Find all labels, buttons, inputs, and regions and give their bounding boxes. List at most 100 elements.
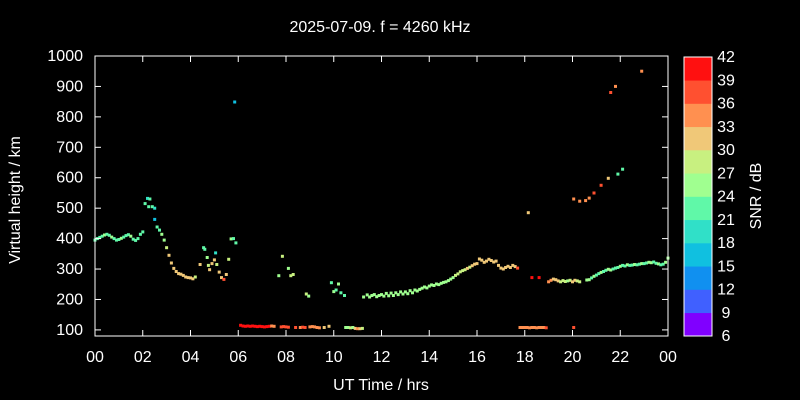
y-tick-label: 900 xyxy=(56,78,83,95)
data-point xyxy=(575,279,579,283)
data-point xyxy=(153,206,157,210)
data-point xyxy=(487,257,491,261)
colorbar-swatch xyxy=(684,80,712,104)
x-tick-label: 04 xyxy=(182,349,200,366)
data-point xyxy=(167,253,171,257)
data-point xyxy=(637,262,641,266)
data-point xyxy=(112,237,116,241)
data-point xyxy=(425,286,429,290)
data-point xyxy=(430,283,434,287)
data-point xyxy=(315,326,319,329)
data-point xyxy=(473,262,477,266)
data-point xyxy=(382,294,386,298)
data-point xyxy=(241,324,245,328)
data-point xyxy=(229,237,233,241)
data-point xyxy=(463,268,467,272)
data-point xyxy=(616,172,620,176)
data-point xyxy=(143,202,147,206)
data-point xyxy=(368,295,372,299)
colorbar-tick-label: 24 xyxy=(717,189,735,206)
colorbar-tick-label: 6 xyxy=(722,328,731,345)
data-point xyxy=(587,196,591,200)
colorbar-swatch xyxy=(684,196,712,221)
data-point xyxy=(267,324,271,328)
x-tick-label: 00 xyxy=(659,349,677,366)
data-point xyxy=(253,324,257,328)
data-point xyxy=(399,290,403,294)
data-point xyxy=(614,266,617,270)
data-point xyxy=(146,196,149,200)
data-point xyxy=(301,325,305,329)
data-point xyxy=(349,326,352,330)
data-point xyxy=(458,270,462,274)
data-point xyxy=(343,294,346,297)
y-tick-label: 600 xyxy=(56,170,83,187)
data-point xyxy=(353,326,357,330)
data-point xyxy=(191,277,195,281)
data-point xyxy=(307,294,311,298)
data-point xyxy=(523,326,527,329)
data-point xyxy=(277,274,281,278)
data-point xyxy=(212,258,216,262)
data-point xyxy=(606,176,610,180)
data-point xyxy=(380,293,383,297)
data-point xyxy=(563,280,567,283)
colorbar-swatch xyxy=(684,312,712,337)
colorbar-tick-label: 15 xyxy=(717,258,735,275)
data-point xyxy=(322,326,326,329)
colorbar-swatch xyxy=(684,126,712,151)
y-tick-label: 200 xyxy=(56,291,83,308)
data-point xyxy=(150,205,154,209)
data-point xyxy=(497,263,500,267)
colorbar-tick-label: 18 xyxy=(717,235,735,252)
data-point xyxy=(232,237,235,241)
data-point xyxy=(162,238,166,242)
data-point xyxy=(513,265,517,269)
data-point xyxy=(327,324,331,328)
data-point xyxy=(224,273,228,276)
data-point xyxy=(621,167,625,171)
data-point xyxy=(298,326,302,329)
x-tick-label: 16 xyxy=(468,349,486,366)
data-point xyxy=(561,279,565,283)
colorbar-label: SNR / dB xyxy=(748,163,765,230)
data-point xyxy=(559,280,563,284)
data-point xyxy=(186,276,190,280)
data-point xyxy=(217,270,221,274)
data-point xyxy=(446,279,450,283)
data-point xyxy=(351,326,355,329)
data-point xyxy=(141,230,145,234)
data-point xyxy=(633,263,637,266)
data-point xyxy=(107,233,111,237)
y-tick-label: 300 xyxy=(56,261,83,278)
x-tick-label: 08 xyxy=(277,349,295,366)
data-point xyxy=(530,326,534,329)
y-tick-label: 400 xyxy=(56,231,83,248)
x-tick-label: 14 xyxy=(420,349,438,366)
data-point xyxy=(227,257,231,261)
y-tick-label: 800 xyxy=(56,109,83,126)
data-point xyxy=(621,263,625,267)
data-point xyxy=(599,270,603,274)
data-point xyxy=(280,254,284,258)
data-point xyxy=(568,278,572,282)
data-point xyxy=(468,265,472,269)
colorbar-tick-label: 36 xyxy=(717,96,735,113)
data-point xyxy=(169,261,173,265)
data-point xyxy=(661,262,665,266)
data-point xyxy=(456,272,460,276)
x-tick-label: 10 xyxy=(325,349,343,366)
data-point xyxy=(160,232,164,236)
data-point xyxy=(389,291,393,295)
data-point xyxy=(215,263,219,266)
data-point xyxy=(131,237,135,241)
data-point xyxy=(427,284,431,288)
y-axis-ticks: 100 200 300 400 500 600 700 800 900 1000 xyxy=(47,48,668,339)
colorbar-swatch xyxy=(684,150,712,174)
data-point xyxy=(518,326,522,329)
data-point xyxy=(308,325,312,329)
colorbar-tick-label: 42 xyxy=(717,49,735,66)
y-tick-label: 500 xyxy=(56,200,83,217)
data-point xyxy=(375,295,379,299)
